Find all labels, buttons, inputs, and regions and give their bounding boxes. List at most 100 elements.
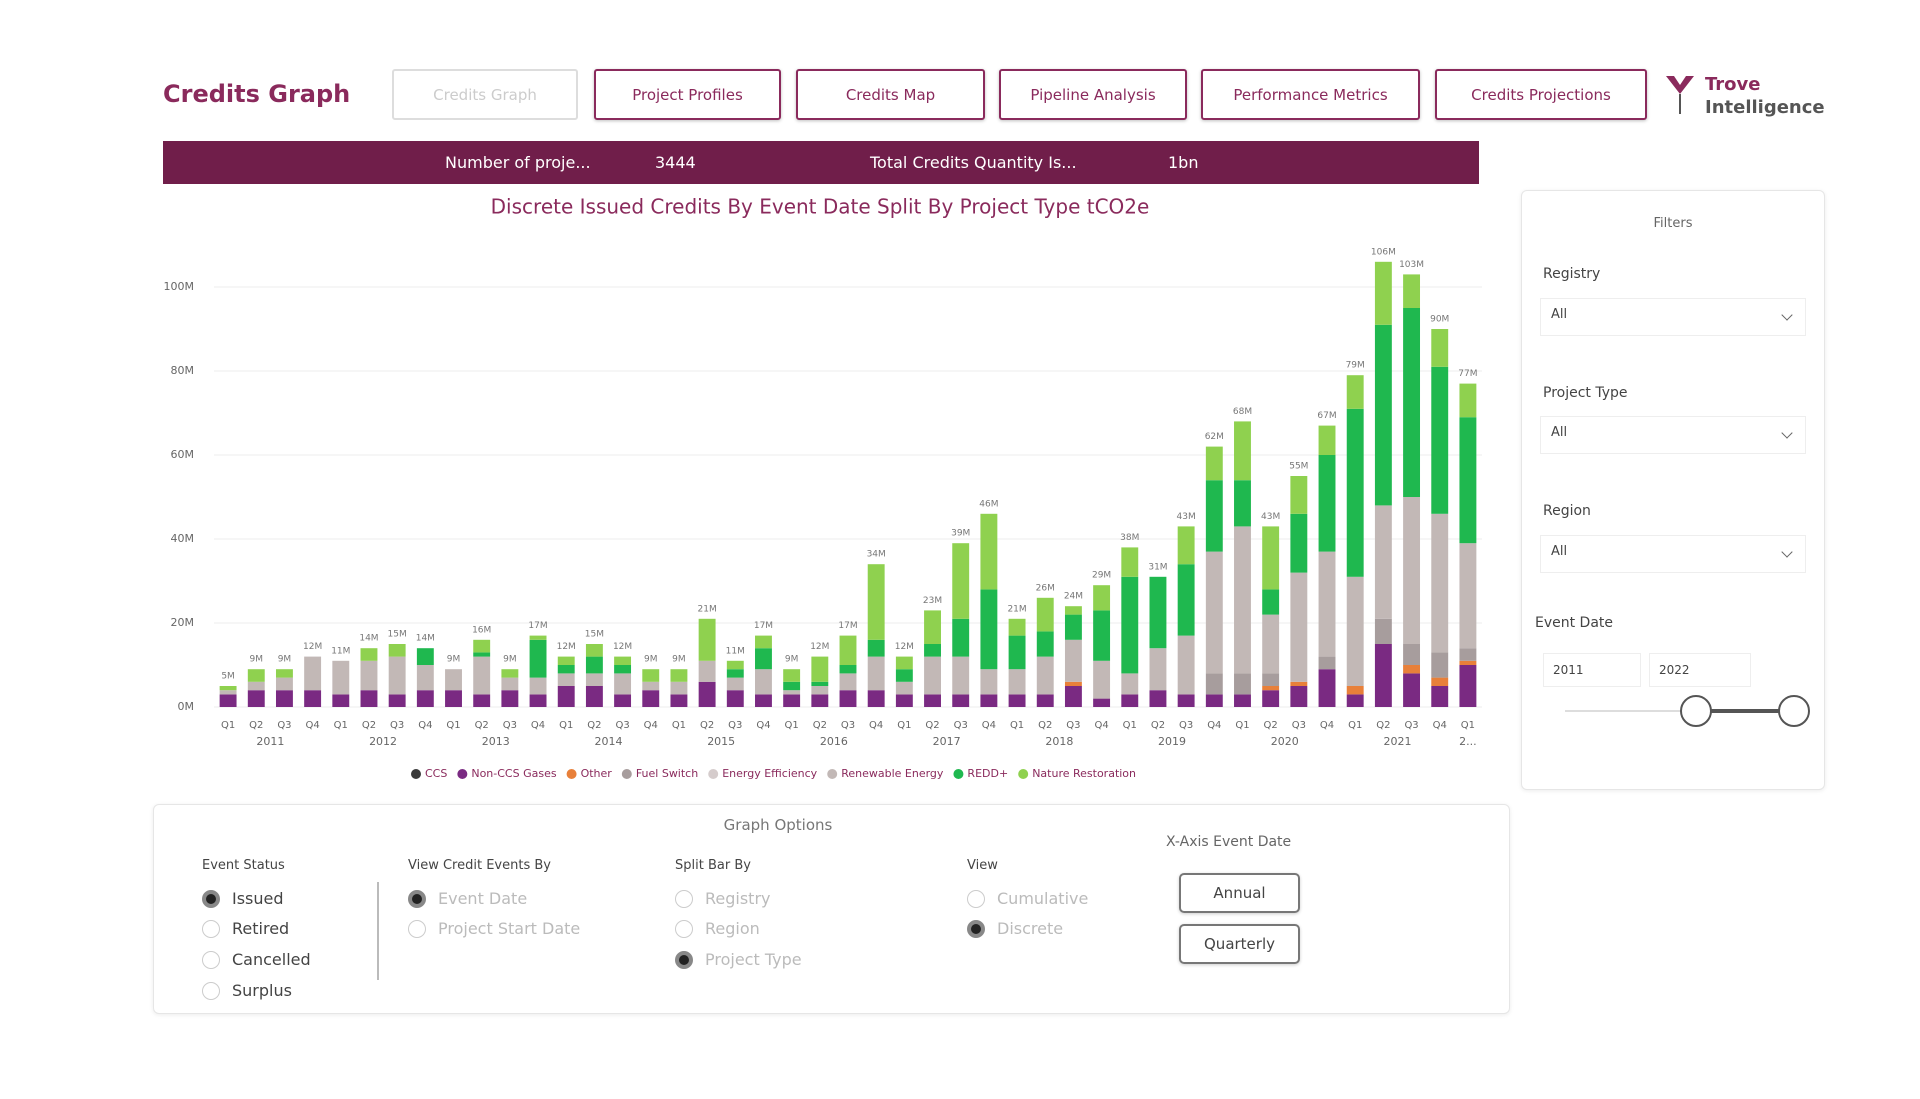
x-tick-label: Q2 — [249, 720, 263, 731]
bar-segment — [670, 681, 688, 695]
legend-marker — [411, 769, 421, 779]
x-tick-label: Q4 — [1320, 720, 1334, 731]
radio[interactable] — [202, 890, 220, 908]
bar-segment — [1064, 639, 1082, 682]
bar-segment — [1121, 547, 1139, 577]
bar-segment — [1064, 606, 1082, 615]
slider-handle[interactable] — [1778, 695, 1810, 727]
x-group-label: 2016 — [820, 735, 848, 748]
nav-button[interactable]: Performance Metrics — [1201, 69, 1420, 120]
toggle-button[interactable]: Quarterly — [1179, 924, 1300, 964]
bar-segment — [1205, 480, 1223, 552]
bar-total-label: 77M — [1458, 369, 1477, 379]
bar-segment — [1403, 644, 1421, 665]
x-group-label: 2013 — [482, 735, 510, 748]
bar-segment — [895, 681, 913, 695]
x-group-label: 2019 — [1158, 735, 1186, 748]
x-tick-label: Q3 — [841, 720, 855, 731]
bar-segment — [1403, 673, 1421, 707]
bar-total-label: 43M — [1177, 512, 1196, 522]
bar-segment — [1262, 673, 1280, 686]
nav-button[interactable]: Project Profiles — [594, 69, 781, 120]
x-tick-label: Q3 — [503, 720, 517, 731]
bar-segment — [585, 686, 603, 707]
bar-segment — [473, 639, 491, 653]
slider-handle[interactable] — [1680, 695, 1712, 727]
legend-label: Renewable Energy — [841, 767, 944, 780]
bar-segment — [783, 694, 801, 707]
x-tick-label: Q2 — [587, 720, 601, 731]
bar-segment — [304, 690, 322, 707]
nav-button[interactable]: Credits Graph — [392, 69, 578, 120]
nav-button[interactable]: Credits Map — [796, 69, 985, 120]
bar-total-label: 12M — [557, 642, 576, 652]
radio[interactable] — [202, 982, 220, 1000]
radio[interactable] — [675, 920, 693, 938]
radio-label: Registry — [705, 889, 771, 908]
bar-segment — [557, 656, 575, 665]
radio-label: Issued — [232, 889, 284, 908]
bar-segment — [557, 665, 575, 674]
date-input[interactable]: 2022 — [1649, 653, 1751, 687]
bar-segment — [670, 669, 688, 682]
option-group-label: View — [967, 858, 998, 873]
bar-total-label: 9M — [644, 655, 658, 665]
option-group-label: View Credit Events By — [408, 858, 551, 873]
bar-segment — [1262, 690, 1280, 707]
bar-segment — [1290, 513, 1308, 573]
bar-total-label: 11M — [331, 646, 350, 656]
bar-total-label: 21M — [698, 604, 717, 614]
nav-button[interactable]: Pipeline Analysis — [999, 69, 1187, 120]
dropdown[interactable]: All — [1540, 416, 1806, 454]
bar-segment — [980, 694, 998, 707]
toggle-button[interactable]: Annual — [1179, 873, 1300, 913]
radio[interactable] — [675, 890, 693, 908]
x-group-label: 2015 — [707, 735, 735, 748]
bar-segment — [614, 656, 632, 665]
bar-segment — [726, 677, 744, 691]
bar-total-label: 17M — [528, 621, 547, 631]
bar-segment — [445, 669, 462, 691]
legend-marker — [457, 769, 468, 779]
bar-segment — [1036, 631, 1054, 657]
filters-title: Filters — [1653, 216, 1693, 231]
bar-segment — [585, 673, 603, 686]
radio[interactable] — [408, 890, 426, 908]
bar-segment — [1459, 543, 1477, 649]
y-tick-label: 20M — [171, 616, 195, 629]
radio-label: Cumulative — [997, 889, 1089, 908]
bar-segment — [1431, 652, 1449, 678]
divider — [377, 882, 379, 980]
radio[interactable] — [967, 920, 985, 938]
bar-segment — [755, 648, 772, 670]
bar-segment — [867, 639, 885, 657]
filter-label: Event Date — [1535, 615, 1614, 631]
radio[interactable] — [202, 920, 220, 938]
bar-segment — [1318, 425, 1336, 455]
x-tick-label: Q3 — [390, 720, 404, 731]
radio-label: Retired — [232, 919, 290, 938]
bar-segment — [1093, 610, 1111, 661]
bar-segment — [332, 694, 350, 707]
bar-segment — [1374, 618, 1392, 644]
legend-marker — [566, 769, 577, 779]
dropdown[interactable]: All — [1540, 298, 1806, 336]
x-tick-label: Q4 — [982, 720, 996, 731]
legend-label: Energy Efficiency — [722, 767, 817, 780]
bar-segment — [726, 690, 744, 707]
radio[interactable] — [967, 890, 985, 908]
radio[interactable] — [408, 920, 426, 938]
bar-segment — [698, 660, 716, 682]
date-input[interactable]: 2011 — [1543, 653, 1641, 687]
radio[interactable] — [202, 951, 220, 969]
chart: Discrete Issued Credits By Event Date Sp… — [164, 195, 1482, 780]
radio-label: Discrete — [997, 919, 1064, 938]
nav-button[interactable]: Credits Projections — [1435, 69, 1647, 120]
dropdown[interactable]: All — [1540, 535, 1806, 573]
radio[interactable] — [675, 951, 693, 969]
filter-label: Region — [1543, 503, 1591, 519]
x-tick-label: Q4 — [531, 720, 545, 731]
option-group-label: Event Status — [202, 858, 285, 873]
bar-segment — [1290, 681, 1308, 686]
bar-total-label: 67M — [1317, 411, 1336, 421]
